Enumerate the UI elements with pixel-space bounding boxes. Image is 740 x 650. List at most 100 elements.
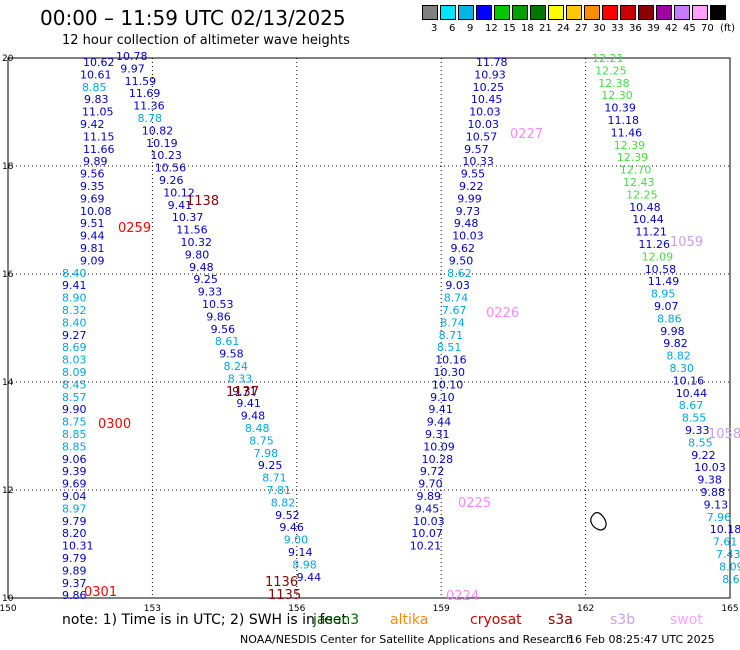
wave-height-label: 11.69 [129,87,161,100]
pass-time-label: 0224 [446,589,479,604]
x-tick-label: 162 [577,604,594,614]
wave-height-label: 9.69 [80,192,105,205]
wave-height-label: 10.61 [80,68,112,81]
pass-time-label: 1135 [268,588,301,603]
wave-height-label: 9.44 [297,571,322,584]
wave-height-label: 9.45 [415,502,440,515]
wave-height-label: 10.03 [694,461,726,474]
wave-height-label: 8.55 [688,436,713,449]
wave-height-label: 10.62 [83,56,115,69]
legend-bin-label: 27 [575,23,588,34]
satellite-legend-s3b: s3b [610,612,636,628]
x-tick-label: 159 [433,604,450,614]
wave-height-label: 8.90 [62,292,87,305]
pass-time-label: 1138 [186,194,219,209]
y-tick-label: 16 [2,270,14,280]
legend-bin-label: 24 [557,23,570,34]
wave-height-label: 10.25 [473,81,505,94]
wave-height-label: 12.09 [642,250,674,263]
wave-height-label: 10.03 [413,515,445,528]
satellite-legend-altika: altika [390,612,429,628]
wave-height-label: 8.67 [679,399,704,412]
wave-height-label: 8.20 [62,527,87,540]
wave-height-label: 9.97 [120,62,145,75]
wave-height-label: 9.73 [456,205,481,218]
wave-height-label: 10.37 [172,211,204,224]
wave-height-label: 8.95 [651,288,676,301]
wave-height-label: 9.89 [417,490,442,503]
wave-height-label: 10.08 [80,205,112,218]
legend-swatch [584,5,600,20]
wave-height-label: 9.89 [62,564,87,577]
legend-swatch [548,5,564,20]
wave-height-label: 7.43 [716,548,740,561]
wave-height-label: 11.05 [82,106,114,119]
wave-height-label: 11.26 [639,238,671,251]
wave-height-label: 10.09 [423,440,455,453]
footnote: note: 1) Time is in UTC; 2) SWH is in fe… [62,612,348,628]
wave-height-label: 9.70 [418,478,443,491]
legend-bin-label: 36 [629,23,642,34]
wave-height-label: 9.69 [62,478,87,491]
legend-swatch [458,5,474,20]
wave-height-label: 9.57 [464,143,489,156]
wave-height-label: 12.70 [620,164,652,177]
wave-height-label: 8.32 [62,304,87,317]
plot-frame [7,57,731,599]
wave-height-label: 8.86 [657,312,682,325]
satellite-legend-swot: swot [670,612,703,628]
wave-height-label: 9.38 [697,474,722,487]
wave-height-label: 7.81 [267,484,292,497]
wave-height-label: 9.79 [62,515,87,528]
wave-height-label: 9.14 [288,546,313,559]
pass-time-label: 0226 [486,306,519,321]
wave-height-label: 9.41 [236,397,261,410]
wave-height-label: 9.48 [454,217,479,230]
wave-height-label: 12.25 [626,188,658,201]
wave-height-label: 12.39 [617,151,649,164]
wave-height-label: 10.93 [474,68,506,81]
wave-height-label: 9.13 [704,498,729,511]
pass-time-label: 0300 [98,417,131,432]
wave-height-label: 10.18 [710,523,740,536]
legend-swatch [656,5,672,20]
y-tick-label: 14 [2,378,14,388]
wave-height-label: 8.24 [224,360,249,373]
wave-height-label: 8.85 [62,428,87,441]
legend-swatch [638,5,654,20]
wave-height-label: 8.61 [215,335,240,348]
legend-swatch [674,5,690,20]
wave-height-label: 10.48 [629,201,661,214]
wave-height-label: 9.04 [62,490,87,503]
wave-height-label: 8.82 [271,496,296,509]
wave-height-label: 12.21 [592,52,624,65]
wave-height-label: 10.58 [645,263,677,276]
wave-height-label: 10.44 [632,213,664,226]
wave-height-label: 12.43 [623,176,655,189]
wave-height-label: 8.78 [138,112,163,125]
wave-height-label: 11.56 [176,224,208,237]
legend-bin-label: 39 [647,23,660,34]
wave-height-label: 9.44 [427,416,452,429]
wave-height-label: 9.10 [430,391,455,404]
wave-height-label: 8.55 [682,412,707,425]
credit-line: NOAA/NESDIS Center for Satellite Applica… [240,633,574,646]
wave-height-label: 11.21 [635,226,667,239]
wave-height-label: 9.03 [445,279,470,292]
legend-bin-label: 15 [503,23,516,34]
island-outline [590,512,607,531]
wave-height-label: 11.36 [133,100,165,113]
legend-swatch [566,5,582,20]
wave-height-label: 9.46 [279,521,304,534]
wave-height-label: 8.66 [722,573,740,586]
legend-unit: (ft) [720,23,736,34]
legend-bin-label: 3 [431,23,438,34]
wave-height-label: 9.50 [449,254,474,267]
legend-bin-label: 42 [665,23,678,34]
wave-height-label: 9.52 [275,509,300,522]
wave-height-label: 12.38 [598,77,630,90]
wave-height-label: 10.16 [435,354,467,367]
legend-bin-label: 70 [701,23,714,34]
wave-height-label: 8.75 [62,416,87,429]
wave-height-label: 12.39 [614,139,646,152]
